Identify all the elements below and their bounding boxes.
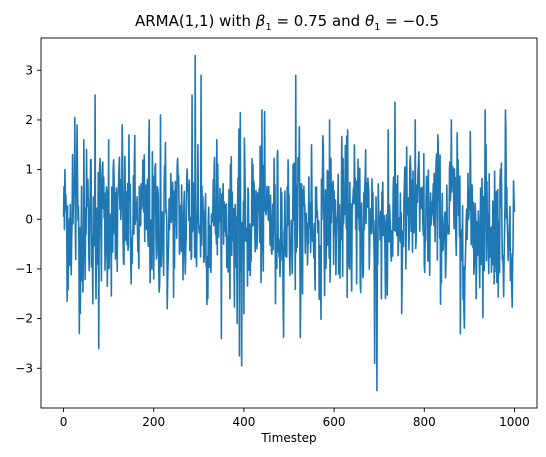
y-tick-label: −1	[15, 262, 33, 276]
y-tick-label: 0	[25, 212, 33, 226]
x-tick-label: 1000	[499, 415, 530, 429]
title-beta-sub: 1	[265, 22, 271, 33]
y-tick-label: 1	[25, 163, 33, 177]
x-tick-label: 600	[323, 415, 346, 429]
title-beta-eq: = 0.75 and	[272, 12, 365, 30]
y-tick-label: −2	[15, 312, 33, 326]
title-prefix: ARMA(1,1) with	[135, 12, 256, 30]
y-tick-label: 2	[25, 113, 33, 127]
plot-frame	[40, 37, 538, 409]
chart-title: ARMA(1,1) with β1 = 0.75 and θ1 = −0.5	[135, 12, 439, 33]
x-axis-label: Timestep	[260, 431, 316, 445]
y-tick-label: 3	[25, 63, 33, 77]
x-tick-label: 0	[60, 415, 68, 429]
title-theta-sub: 1	[374, 22, 380, 33]
title-beta: β	[255, 12, 266, 30]
x-tick-label: 200	[142, 415, 165, 429]
plot-area	[40, 37, 538, 409]
title-theta-eq: = −0.5	[381, 12, 440, 30]
series-line	[62, 54, 516, 392]
y-axis: −3 −2 −1 0 1 2 3	[15, 63, 41, 375]
title-theta: θ	[365, 12, 374, 30]
y-tick-label: −3	[15, 361, 33, 375]
x-tick-label: 400	[232, 415, 255, 429]
x-tick-label: 800	[413, 415, 436, 429]
x-axis: 0 200 400 600 800 1000	[60, 408, 530, 429]
